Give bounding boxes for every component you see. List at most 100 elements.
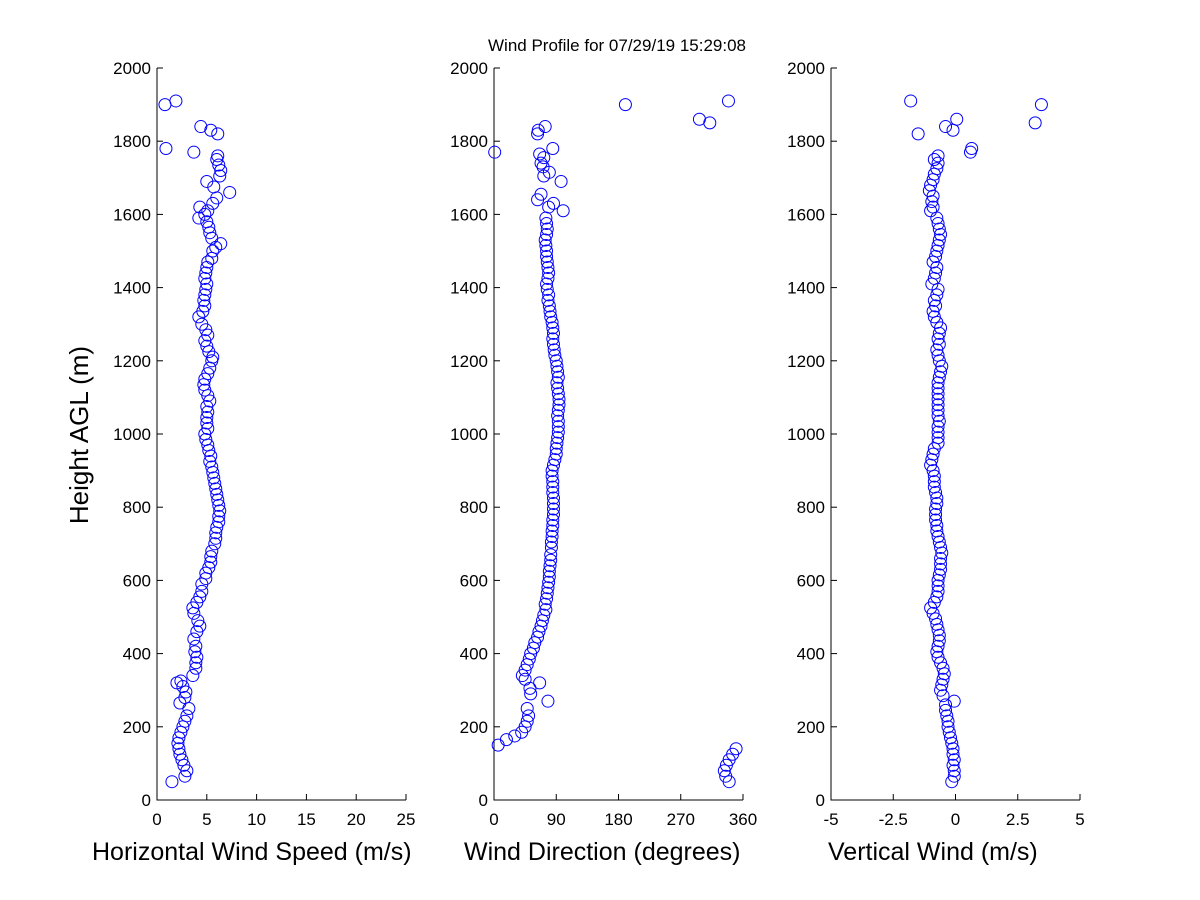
- wind-direction-data-point: [551, 414, 565, 428]
- wind-direction-data-point: [540, 586, 554, 600]
- wind-direction-data-point: [540, 228, 554, 242]
- horizontal-wind-speed-data-point: [193, 590, 207, 604]
- y-tick-label: 1000: [113, 425, 151, 444]
- vertical-wind-data-point: [926, 200, 940, 214]
- y-tick-label: 1200: [450, 352, 488, 371]
- wind-direction-data-point: [508, 729, 522, 743]
- horizontal-wind-speed-data-point: [210, 191, 224, 205]
- vertical-wind-data-point: [950, 112, 964, 126]
- vertical-wind-data-point: [932, 634, 946, 648]
- vertical-wind-data-point: [911, 127, 925, 141]
- vertical-wind-data-point: [934, 551, 948, 565]
- horizontal-wind-speed-data-point: [201, 405, 215, 419]
- horizontal-wind-speed-data-point: [189, 661, 203, 675]
- horizontal-wind-speed-data-point: [200, 215, 214, 229]
- y-tick-label: 1400: [113, 279, 151, 298]
- vertical-wind-data-point: [939, 120, 953, 134]
- y-tick-label: 1800: [450, 132, 488, 151]
- horizontal-wind-speed-data-point: [210, 487, 224, 501]
- vertical-wind-data-point: [927, 475, 941, 489]
- x-tick-label: 90: [547, 810, 566, 829]
- y-tick-label: 800: [460, 498, 488, 517]
- vertical-wind-data-point: [931, 639, 945, 653]
- vertical-wind-data-point: [932, 337, 946, 351]
- vertical-wind-data-point: [931, 387, 945, 401]
- y-tick-label: 600: [123, 571, 151, 590]
- wind-direction-data-point: [540, 255, 554, 269]
- y-tick-label: 1200: [113, 352, 151, 371]
- horizontal-wind-speed-data-point: [212, 515, 226, 529]
- horizontal-wind-speed-data-point: [205, 460, 219, 474]
- vertical-wind-data-point: [934, 365, 948, 379]
- horizontal-wind-speed-data-point: [174, 674, 188, 688]
- horizontal-wind-speed-data-point: [204, 555, 218, 569]
- wind-direction-data-point: [545, 524, 559, 538]
- x-tick-label: 25: [397, 810, 416, 829]
- vertical-wind-data-point: [929, 508, 943, 522]
- chart-title: Wind Profile for 07/29/19 15:29:08: [488, 36, 746, 55]
- horizontal-wind-speed-data-point: [195, 577, 209, 591]
- vertical-wind-data-point: [939, 698, 953, 712]
- wind-direction-data-point: [546, 337, 560, 351]
- vertical-wind-data-point: [931, 650, 945, 664]
- wind-direction-data-point: [546, 196, 560, 210]
- wind-direction-data-point: [546, 502, 560, 516]
- y-tick-label: 1000: [450, 425, 488, 444]
- horizontal-wind-speed-data-point: [211, 127, 225, 141]
- wind-direction-data-point: [703, 116, 717, 130]
- x-tick-label: 15: [297, 810, 316, 829]
- vertical-wind-data-point: [947, 753, 961, 767]
- vertical-wind-data-point: [930, 519, 944, 532]
- wind-direction-data-point: [542, 299, 556, 313]
- vertical-wind-data-point: [930, 343, 944, 357]
- wind-direction-data-point: [547, 343, 561, 357]
- vertical-wind-data-point: [932, 233, 946, 247]
- wind-direction-data-point: [551, 425, 565, 439]
- wind-direction-data-point: [551, 431, 565, 445]
- y-tick-label: 1800: [787, 132, 825, 151]
- horizontal-wind-speed-data-point: [212, 509, 226, 523]
- vertical-wind-data-point: [930, 288, 944, 302]
- y-tick-label: 400: [460, 645, 488, 664]
- y-tick-label: 1600: [113, 205, 151, 224]
- wind-direction-data-point: [549, 354, 563, 368]
- horizontal-wind-speed-data-point: [208, 476, 222, 490]
- wind-direction-data-point: [548, 453, 562, 467]
- y-tick-label: 600: [460, 571, 488, 590]
- vertical-wind-data-point: [965, 142, 979, 156]
- vertical-wind-data-point: [929, 299, 943, 313]
- x-tick-label: 180: [604, 810, 632, 829]
- y-tick-label: 200: [460, 718, 488, 737]
- vertical-wind-data-point: [1028, 116, 1042, 130]
- wind-direction-data-point: [546, 513, 560, 527]
- wind-direction-data-point: [533, 147, 547, 161]
- horizontal-wind-speed-data-point: [205, 544, 219, 558]
- wind-direction-data-point: [551, 409, 565, 423]
- vertical-wind-data-point: [929, 486, 943, 500]
- y-tick-label: 2000: [787, 59, 825, 78]
- wind-direction-data-point: [520, 714, 534, 728]
- vertical-wind-axes: [830, 68, 1080, 801]
- x-tick-label: 0: [489, 810, 498, 829]
- horizontal-wind-speed-data-point: [199, 432, 213, 446]
- x-tick-label: 20: [347, 810, 366, 829]
- vertical-wind-data-point: [927, 153, 941, 166]
- vertical-wind-data-point: [931, 156, 945, 170]
- wind-direction-data-point: [549, 447, 563, 461]
- vertical-wind-data-point: [932, 414, 946, 428]
- wind-direction-data-point: [546, 321, 560, 335]
- horizontal-wind-speed-data-point: [196, 304, 210, 318]
- wind-direction-data-point: [542, 570, 556, 584]
- horizontal-wind-speed-data-point: [165, 775, 179, 789]
- wind-direction-data-point: [540, 592, 554, 606]
- y-tick-label: 400: [797, 645, 825, 664]
- x-axis-label-vertical-wind: Vertical Wind (m/s): [828, 838, 1038, 866]
- horizontal-wind-speed-data-point: [189, 656, 203, 670]
- wind-direction-data-point: [541, 260, 555, 274]
- horizontal-wind-speed-data-point: [201, 328, 215, 342]
- vertical-wind-data-point: [963, 145, 977, 159]
- wind-direction-data-point: [542, 288, 556, 302]
- wind-direction-data-point: [546, 475, 560, 489]
- x-tick-label: 0: [152, 810, 161, 829]
- wind-direction-data-point: [546, 480, 560, 494]
